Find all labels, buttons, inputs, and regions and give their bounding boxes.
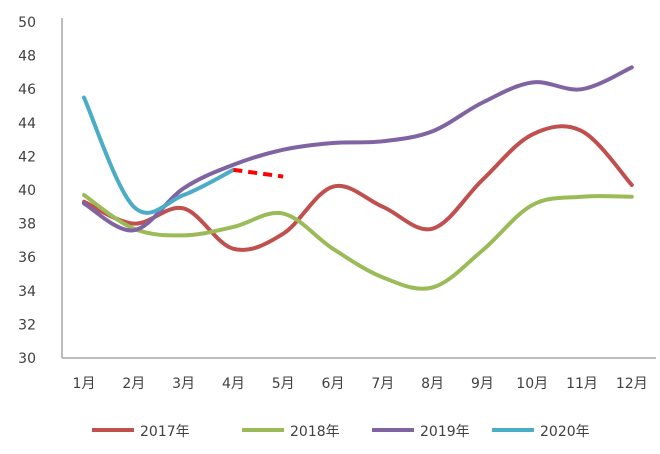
- y-tick-label: 46: [18, 82, 36, 98]
- series-line-2018年: [82, 193, 634, 291]
- forecast-dashed-line: [233, 167, 284, 179]
- y-tick-label: 44: [18, 116, 36, 132]
- x-tick-label: 7月: [371, 376, 394, 392]
- x-tick-label: 8月: [421, 376, 444, 392]
- x-tick-label: 1月: [73, 376, 96, 392]
- x-tick-label: 9月: [471, 376, 494, 392]
- y-tick-label: 32: [18, 317, 36, 333]
- x-tick-label: 2月: [122, 376, 145, 392]
- y-tick-label: 36: [18, 250, 36, 266]
- y-tick-label: 48: [18, 49, 36, 65]
- x-tick-label: 10月: [516, 376, 548, 392]
- series-line-2019年: [82, 65, 634, 233]
- y-tick-label: 40: [18, 183, 36, 199]
- y-tick-label: 34: [18, 284, 36, 300]
- legend-label: 2020年: [540, 424, 590, 440]
- x-tick-label: 3月: [172, 376, 195, 392]
- series-line-2020年: [82, 95, 236, 215]
- series-lines: [82, 65, 634, 291]
- x-axis: 1月 2月 3月 4月 5月 6月 7月 8月 9月 10月 11月 12月: [62, 357, 656, 392]
- y-axis: 30 32 34 36 38 40 42 44 46 48 50: [18, 15, 63, 367]
- x-tick-label: 11月: [566, 376, 598, 392]
- x-tick-label: 6月: [322, 376, 345, 392]
- legend-label: 2019年: [420, 424, 470, 440]
- series-line-2017年: [82, 124, 634, 252]
- x-tick-label: 12月: [616, 376, 648, 392]
- legend: 2017年 2018年 2019年 2020年: [92, 424, 590, 440]
- y-tick-label: 30: [18, 351, 36, 367]
- x-tick-label: 4月: [222, 376, 245, 392]
- y-tick-label: 38: [18, 217, 36, 233]
- legend-label: 2017年: [140, 424, 190, 440]
- y-tick-label: 50: [18, 15, 36, 31]
- x-tick-label: 5月: [272, 376, 295, 392]
- legend-label: 2018年: [290, 424, 340, 440]
- y-tick-label: 42: [18, 149, 36, 165]
